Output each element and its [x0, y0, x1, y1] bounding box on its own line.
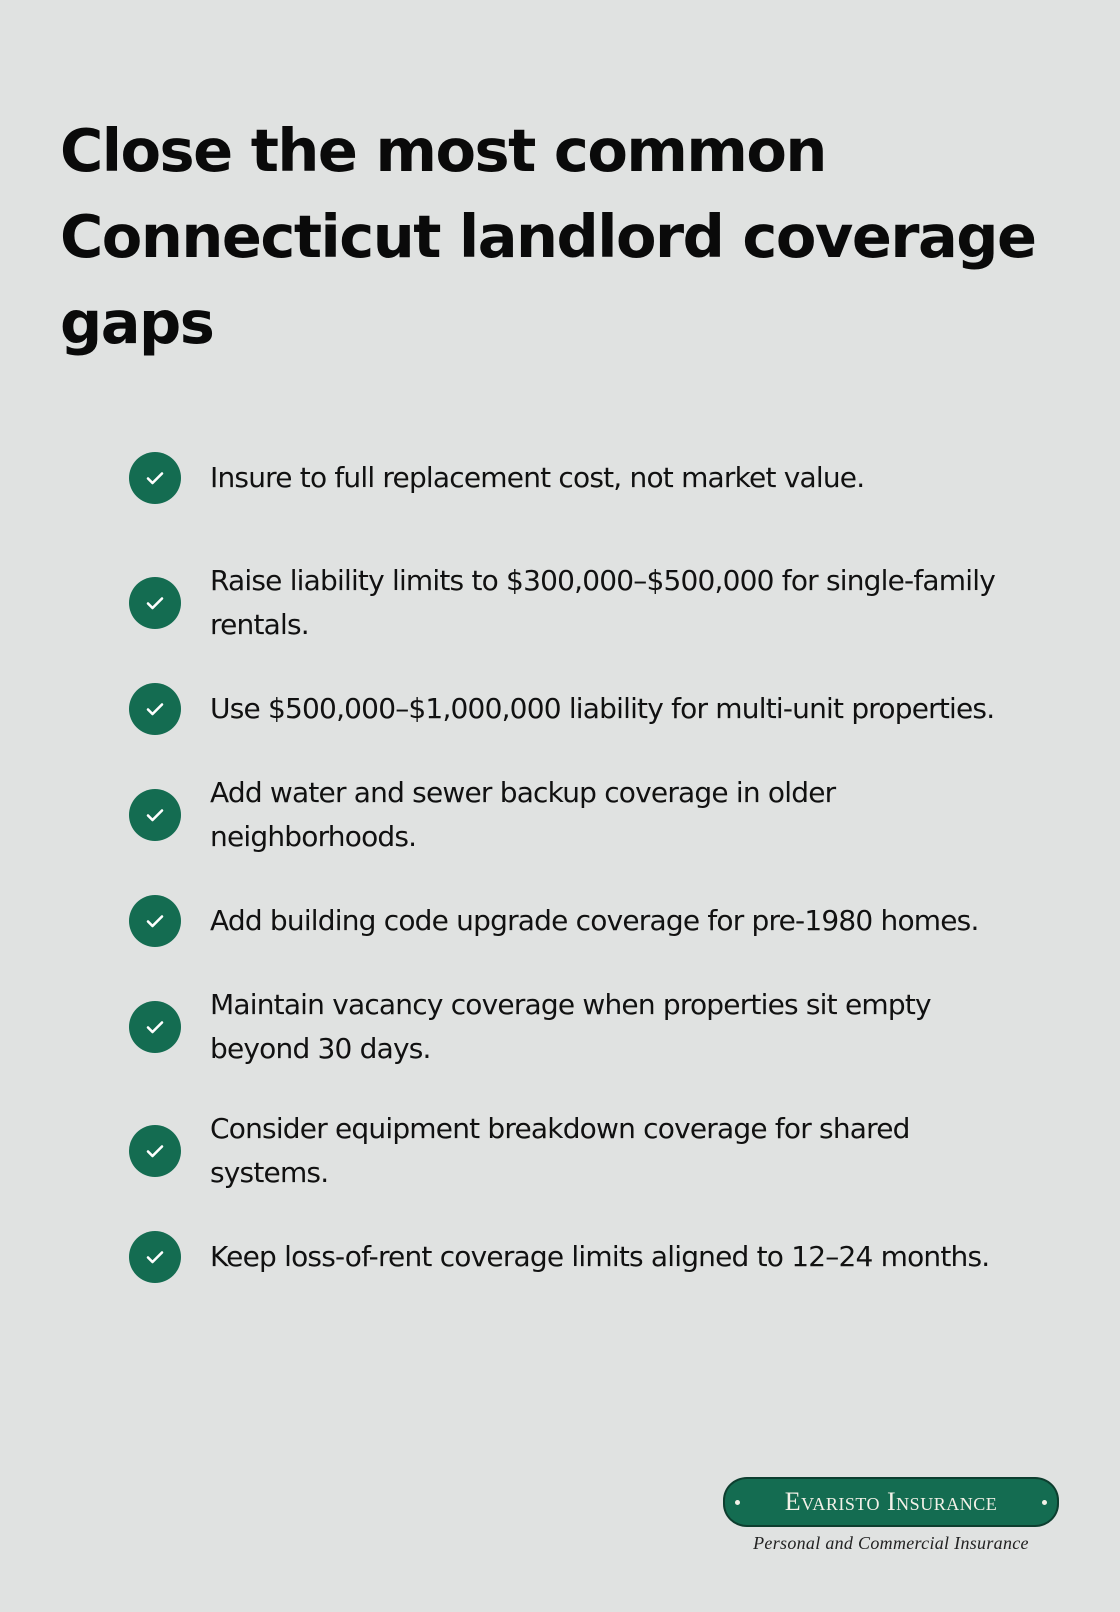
- list-item: Use $500,000–$1,000,000 liability for mu…: [129, 683, 1029, 735]
- list-item: Add building code upgrade coverage for p…: [129, 895, 1029, 947]
- logo-name: Evaristo Insurance: [784, 1487, 998, 1516]
- item-text: Use $500,000–$1,000,000 liability for mu…: [210, 692, 995, 725]
- list-item: Insure to full replacement cost, not mar…: [129, 452, 1029, 504]
- check-circle-icon: [129, 1231, 181, 1283]
- item-text: Insure to full replacement cost, not mar…: [210, 461, 865, 494]
- list-item: Maintain vacancy coverage when propertie…: [129, 983, 1029, 1071]
- list-item: Raise liability limits to $300,000–$500,…: [129, 559, 1029, 647]
- logo-badge: Evaristo Insurance: [723, 1477, 1059, 1527]
- coverage-checklist: Insure to full replacement cost, not mar…: [129, 452, 1029, 1319]
- list-item: Keep loss-of-rent coverage limits aligne…: [129, 1231, 1029, 1283]
- check-circle-icon: [129, 577, 181, 629]
- check-circle-icon: [129, 452, 181, 504]
- item-text: Consider equipment breakdown coverage fo…: [210, 1112, 910, 1189]
- check-circle-icon: [129, 789, 181, 841]
- page-title: Close the most common Connecticut landlo…: [60, 116, 1037, 357]
- item-text: Add water and sewer backup coverage in o…: [210, 776, 836, 853]
- list-item: Add water and sewer backup coverage in o…: [129, 771, 1029, 859]
- item-text: Add building code upgrade coverage for p…: [210, 904, 979, 937]
- item-text: Maintain vacancy coverage when propertie…: [210, 988, 932, 1065]
- check-circle-icon: [129, 895, 181, 947]
- check-circle-icon: [129, 1001, 181, 1053]
- brand-logo: Evaristo Insurance Personal and Commerci…: [723, 1477, 1059, 1554]
- dot-icon: [735, 1500, 740, 1505]
- item-text: Keep loss-of-rent coverage limits aligne…: [210, 1240, 990, 1273]
- logo-tagline: Personal and Commercial Insurance: [753, 1533, 1029, 1553]
- item-text: Raise liability limits to $300,000–$500,…: [210, 564, 996, 641]
- list-item: Consider equipment breakdown coverage fo…: [129, 1107, 1029, 1195]
- check-circle-icon: [129, 1125, 181, 1177]
- check-circle-icon: [129, 683, 181, 735]
- dot-icon: [1042, 1500, 1047, 1505]
